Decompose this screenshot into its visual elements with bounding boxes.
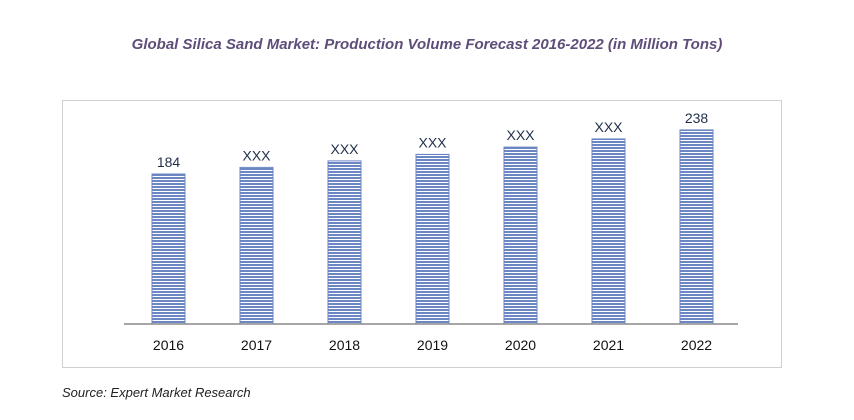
data-label-2021: XXX	[594, 119, 623, 135]
x-tick-label-2019: 2019	[417, 337, 448, 353]
x-tick-label-2022: 2022	[681, 337, 712, 353]
bar-2020	[503, 146, 538, 325]
data-label-2022: 238	[685, 110, 709, 126]
chart-title: Global Silica Sand Market: Production Vo…	[131, 36, 723, 53]
bar-2019	[415, 153, 450, 325]
x-tick-label-2018: 2018	[329, 337, 360, 353]
bar-2022	[679, 129, 714, 325]
x-tick-label-2021: 2021	[593, 337, 624, 353]
bar-2018	[327, 160, 362, 325]
bar-2021	[591, 138, 626, 325]
x-tick-label-2017: 2017	[241, 337, 272, 353]
bar-2017	[239, 166, 274, 325]
data-label-2018: XXX	[330, 141, 359, 157]
x-tick-label-2020: 2020	[505, 337, 536, 353]
data-label-2019: XXX	[418, 134, 447, 150]
x-tick-label-2016: 2016	[153, 337, 184, 353]
data-label-2017: XXX	[242, 147, 271, 163]
source-note: Source: Expert Market Research	[62, 385, 251, 400]
bar-2016	[151, 173, 186, 325]
data-label-2020: XXX	[506, 127, 535, 143]
data-label-2016: 184	[157, 154, 181, 170]
